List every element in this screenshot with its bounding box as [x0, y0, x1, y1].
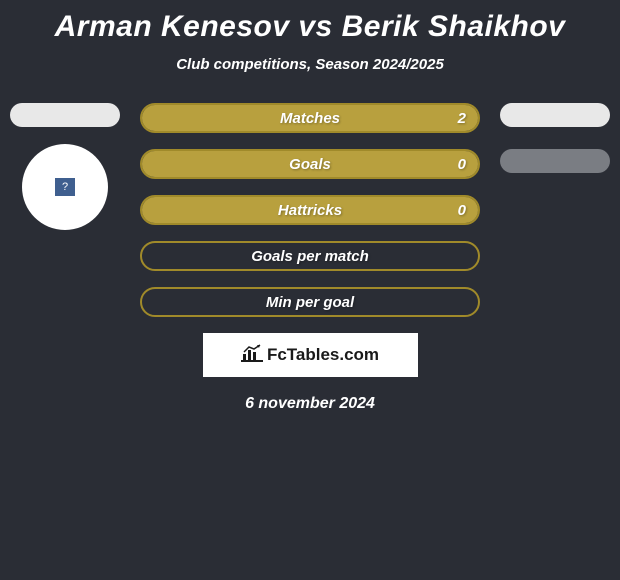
stat-label: Matches — [142, 110, 478, 127]
left-pill-1 — [10, 103, 120, 127]
right-pill-2 — [500, 149, 610, 173]
stat-row-matches: Matches2 — [140, 103, 480, 133]
logo-text: FcTables.com — [241, 344, 379, 367]
stat-row-hattricks: Hattricks0 — [140, 195, 480, 225]
stat-label: Min per goal — [142, 294, 478, 311]
page-title: Arman Kenesov vs Berik Shaikhov — [0, 0, 620, 44]
stat-value: 2 — [458, 110, 466, 127]
chart-icon — [241, 344, 263, 367]
stat-value: 0 — [458, 156, 466, 173]
stat-label: Hattricks — [142, 202, 478, 219]
comparison-content: ? Matches2Goals0Hattricks0Goals per matc… — [0, 103, 620, 413]
left-player-column: ? — [10, 103, 120, 230]
stat-label: Goals per match — [142, 248, 478, 265]
stats-bars: Matches2Goals0Hattricks0Goals per matchM… — [140, 103, 480, 317]
stat-row-min-per-goal: Min per goal — [140, 287, 480, 317]
avatar-placeholder-icon: ? — [55, 178, 75, 196]
right-pill-1 — [500, 103, 610, 127]
logo-box: FcTables.com — [203, 333, 418, 377]
player-avatar: ? — [22, 144, 108, 230]
stat-value: 0 — [458, 202, 466, 219]
date-text: 6 november 2024 — [0, 395, 620, 413]
stat-row-goals: Goals0 — [140, 149, 480, 179]
page-subtitle: Club competitions, Season 2024/2025 — [0, 56, 620, 73]
right-player-column — [500, 103, 610, 195]
stat-label: Goals — [142, 156, 478, 173]
stat-row-goals-per-match: Goals per match — [140, 241, 480, 271]
logo-label: FcTables.com — [267, 345, 379, 365]
